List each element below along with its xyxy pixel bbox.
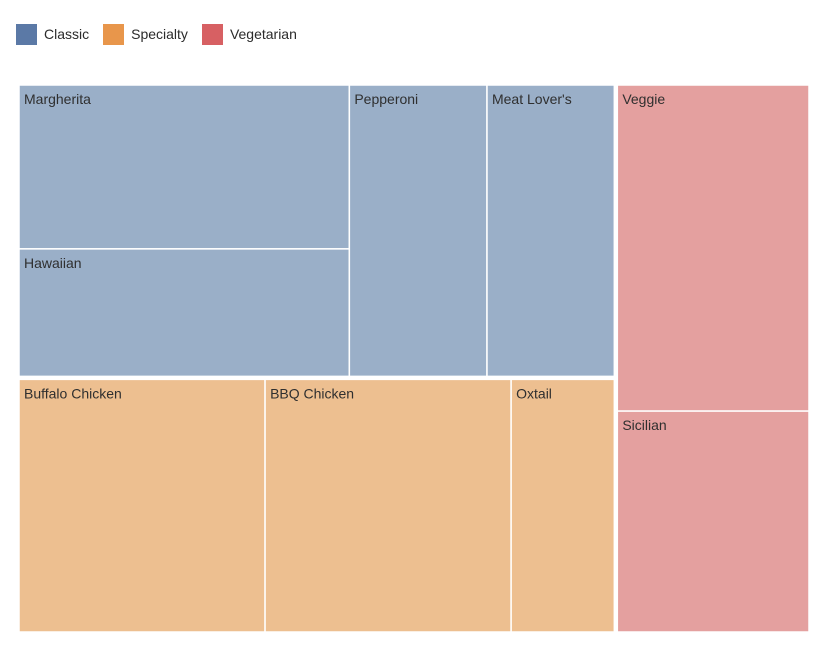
legend-swatch-specialty (103, 23, 125, 45)
treemap-tile-sicilian (616, 410, 810, 633)
legend-label-classic: Classic (44, 25, 90, 42)
legend-label-specialty: Specialty (131, 25, 188, 42)
treemap-label-margherita: Margherita (24, 91, 91, 107)
legend-swatch-vegetarian (201, 23, 223, 45)
treemap-label-bbq-chicken: BBQ Chicken (270, 385, 354, 401)
treemap-tile-buffalo-chicken (18, 378, 266, 633)
legend-item-vegetarian: Vegetarian (201, 23, 297, 45)
treemap-label-veggie: Veggie (622, 91, 665, 107)
treemap-tile-pepperoni (348, 84, 488, 378)
treemap-label-pepperoni: Pepperoni (354, 91, 418, 107)
treemap-label-hawaiian: Hawaiian (24, 255, 82, 271)
treemap-label-sicilian: Sicilian (622, 417, 666, 433)
treemap-tile-hawaiian (18, 248, 351, 378)
treemap-label-oxtail: Oxtail (516, 385, 552, 401)
treemap-label-buffalo-chicken: Buffalo Chicken (24, 385, 122, 401)
legend-item-specialty: Specialty (103, 23, 188, 45)
treemap-tile-margherita (18, 84, 351, 250)
treemap-tile-veggie (616, 84, 810, 412)
treemap-tile-meat-lover-s (486, 84, 616, 378)
treemap-label-meat-lover-s: Meat Lover's (492, 91, 572, 107)
legend-item-classic: Classic (16, 23, 90, 45)
legend-swatch-classic (16, 23, 37, 45)
legend-label-vegetarian: Vegetarian (229, 25, 297, 42)
treemap-tile-oxtail (510, 378, 616, 633)
chart-legend: Classic Specialty Vegetarian (16, 23, 311, 45)
treemap-tile-bbq-chicken (264, 378, 512, 633)
